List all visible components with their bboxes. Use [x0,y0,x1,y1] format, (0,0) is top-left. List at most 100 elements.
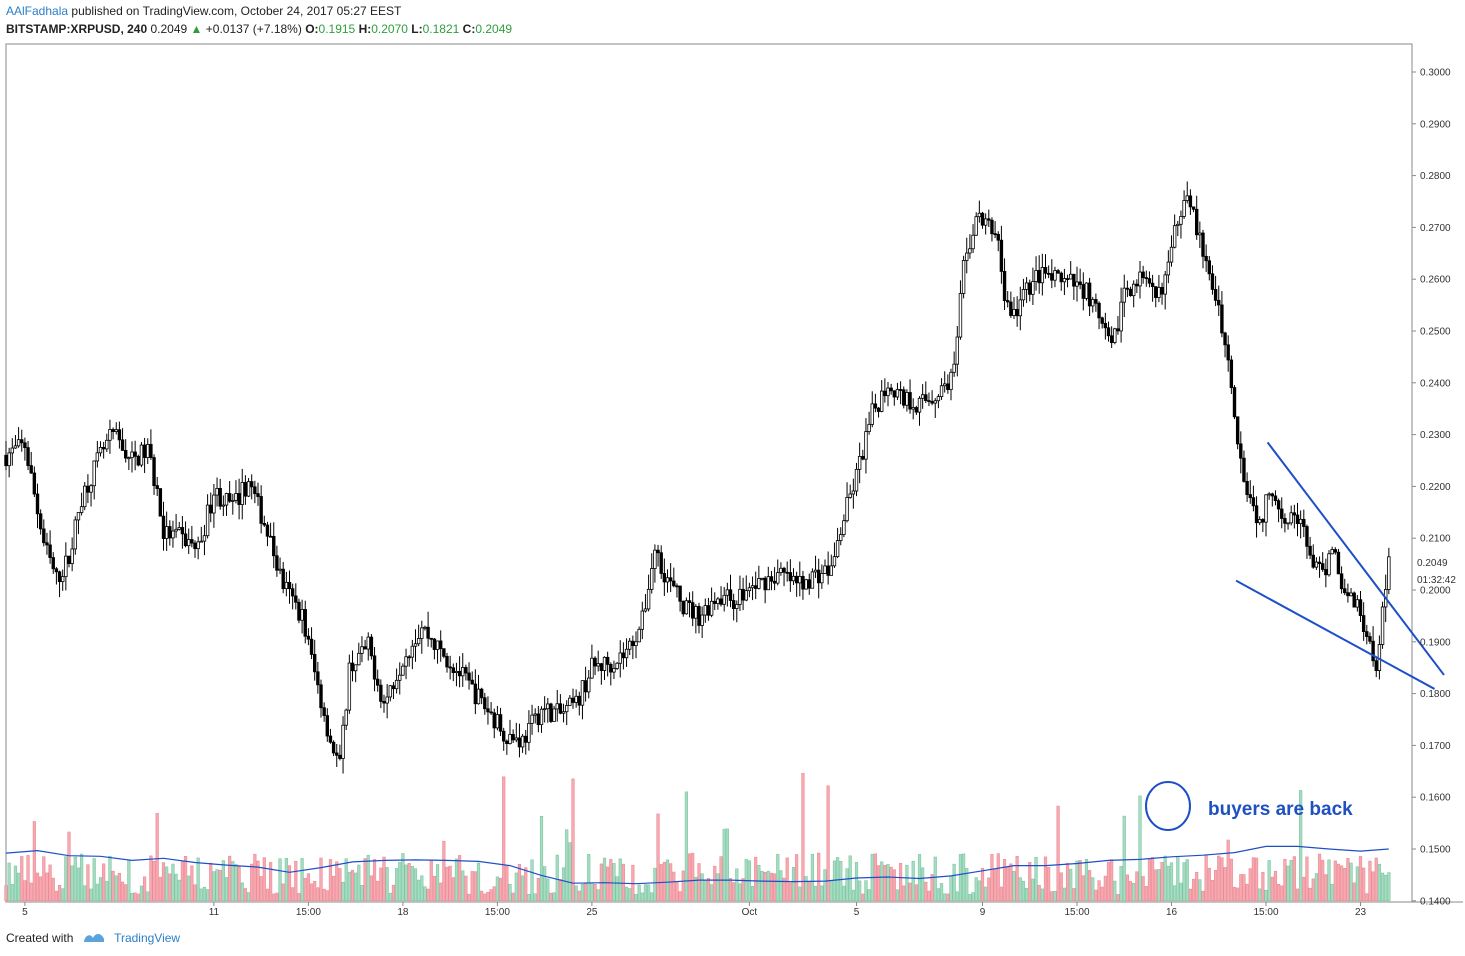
candle-body [92,460,96,487]
candle-body [974,216,978,236]
candle-body [533,713,537,716]
volume-bar [634,894,638,902]
candle-body [272,536,276,557]
candle-body [1050,273,1054,281]
candle-body [196,541,200,550]
candle-body [1283,518,1287,524]
time-tick-label: 11 [209,907,220,918]
time-axis[interactable]: 51115:001815:0025Oct5915:001615:002327No… [22,902,1465,918]
candle-body [335,752,339,756]
volume-bar [867,889,871,902]
volume-bar [722,828,726,902]
candle-body [936,396,941,402]
volume-bar [1097,880,1101,902]
candle-body [316,671,320,686]
volume-bar [243,888,248,902]
volume-bar [1232,886,1237,902]
volume-bar [42,856,46,902]
candle-body [10,447,14,454]
candle-body [835,540,840,558]
volume-bar [1050,891,1054,902]
volume-bar [7,862,11,902]
volume-bar [1059,872,1063,902]
candle-body [1069,273,1073,280]
candle-body [1333,549,1337,553]
candle-body [476,688,481,705]
candle-body [851,490,856,495]
candle-body [253,486,257,495]
candle-body [574,695,578,703]
volume-bar [382,856,386,902]
candle-body [999,239,1004,272]
candle-body [1119,301,1123,332]
candle-body [905,392,909,406]
volume-bar [1062,887,1066,902]
volume-bar [316,887,320,902]
candle-body [1261,519,1265,523]
volume-bar [738,883,742,902]
volume-bar [1157,869,1161,902]
volume-bar [51,877,55,902]
candle-body [461,667,465,677]
candle-body [1232,387,1237,418]
candle-body [45,542,49,546]
volume-bar [687,853,692,902]
price-axis[interactable]: 0.3000 0.2900 0.2800 0.2700 0.2600 0.2500 0.24… [1412,68,1451,908]
candle-body [1220,304,1224,334]
candle-body [788,572,793,582]
volume-bar [1047,866,1051,902]
candle-body [1361,615,1366,632]
candle-body [1103,322,1108,329]
candle-body [382,701,386,704]
tradingview-link[interactable]: TradingView [114,931,181,945]
candle-body [385,696,389,704]
price-change: +0.0137 (+7.18%) [205,22,302,36]
volume-bar [514,872,518,902]
author-link[interactable]: AAlFadhala [6,4,69,18]
volume-bar [571,778,575,902]
volume-bar [1009,863,1013,902]
volume-bar [861,893,865,902]
candle-body [1084,282,1089,299]
candle-body [1034,270,1038,282]
volume-bar [883,864,887,902]
volume-bar [650,892,654,902]
candle-body [1028,282,1032,295]
candle-body [1339,573,1344,590]
volume-bar [892,869,896,902]
volume-bar [92,858,96,902]
candle-body [1264,494,1268,523]
annotation[interactable]: buyers are back [1145,781,1353,831]
volume-bar [527,893,531,902]
candle-body [309,638,314,655]
volume-bar [520,875,525,902]
volume-bar [35,872,40,902]
candle-body [691,602,695,619]
candle-body [823,565,827,574]
volume-bar [1154,869,1158,902]
volume-bar [224,877,229,902]
candle-body [231,500,235,502]
candle-body [492,712,496,729]
volume-bar [1374,857,1378,902]
volume-bar [385,867,389,902]
candle-body [577,695,581,706]
candle-body [451,667,455,674]
candle-body [240,482,244,505]
high-label: H: [358,22,372,36]
candle-body [1387,556,1391,590]
volume-bar [492,886,496,902]
trendlines[interactable] [1235,441,1445,690]
candle-body [347,662,352,711]
candle-body [785,571,789,574]
symbol-label[interactable]: BITSTAMP:XRPUSD, 240 [6,22,148,36]
candle-body [209,504,213,514]
candle-body [26,447,30,466]
candle-body [139,444,144,466]
candle-body [1166,261,1171,276]
volume-bar [602,857,607,902]
volume-bar [442,840,446,902]
candle-body [473,683,478,705]
volume-bar [662,861,666,902]
